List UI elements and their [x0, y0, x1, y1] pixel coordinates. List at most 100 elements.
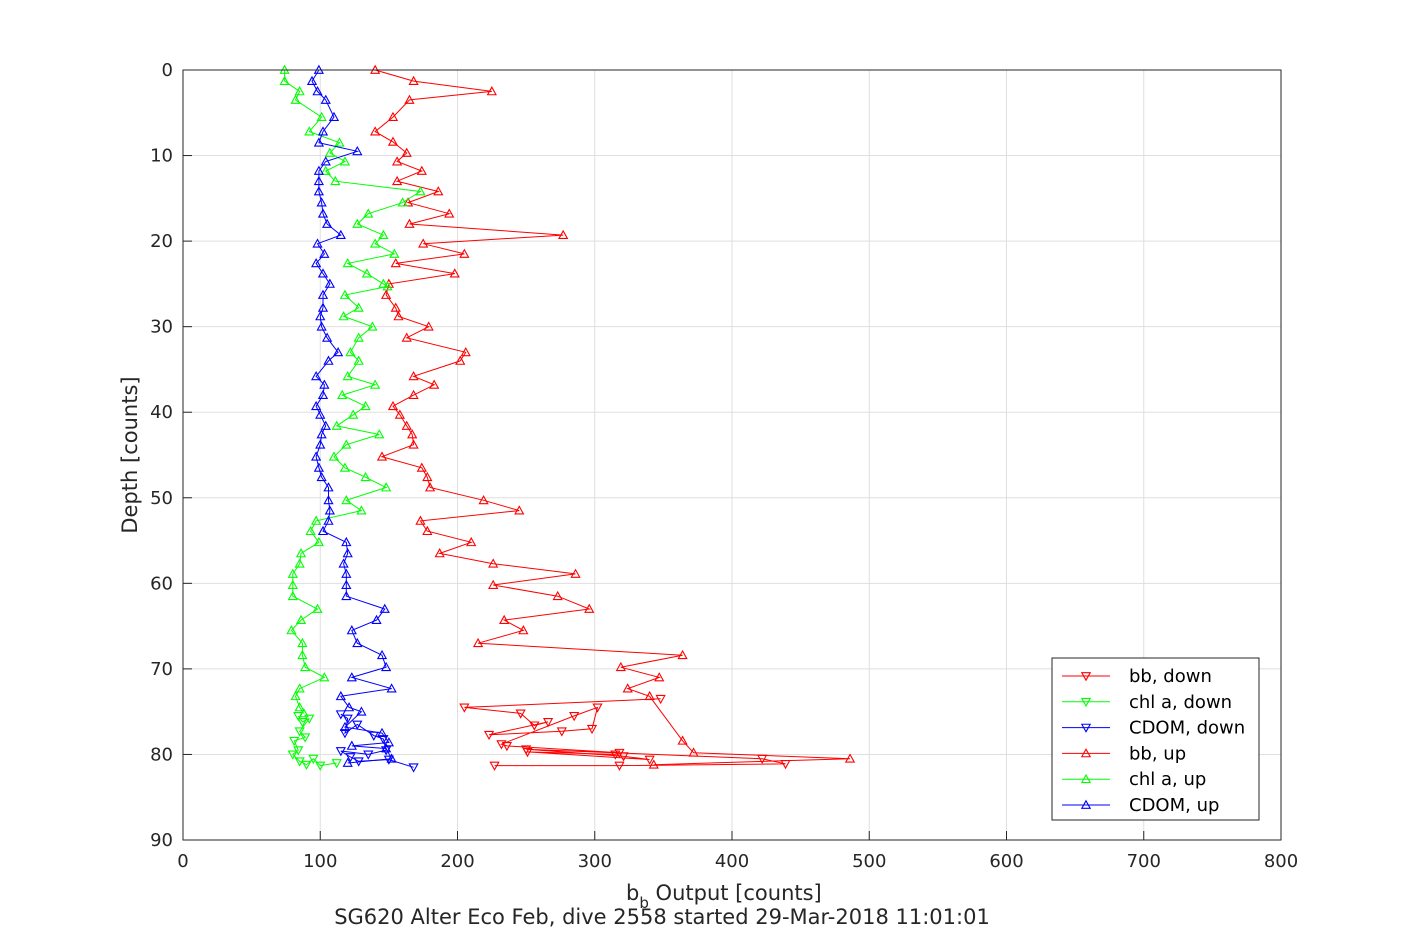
y-tick-label: 30	[150, 317, 173, 338]
data-point	[394, 409, 405, 419]
ticks: 0 100 200 300 400 500 600 700 800 0 10 20 30 40 50 60 70…	[150, 60, 1298, 872]
data-point	[339, 721, 351, 731]
data-point	[592, 703, 603, 713]
data-point	[488, 579, 499, 589]
x-tick-label: 400	[715, 851, 749, 872]
data-point	[460, 347, 471, 357]
data-point	[429, 379, 440, 389]
x-axis-label-rest: Output [counts]	[649, 881, 822, 905]
data-point	[378, 278, 389, 288]
data-point	[459, 703, 470, 713]
data-point	[310, 258, 322, 268]
data-point	[345, 347, 356, 357]
y-tick-label: 50	[150, 488, 173, 509]
x-tick-label: 700	[1127, 851, 1161, 872]
data-point	[654, 672, 665, 682]
data-point	[342, 757, 353, 767]
y-tick-label: 60	[150, 573, 173, 594]
data-point	[401, 332, 412, 342]
data-point	[352, 218, 363, 228]
data-point	[346, 740, 357, 750]
data-point	[294, 702, 305, 712]
series-chl-a-down	[287, 712, 342, 771]
data-point	[341, 536, 352, 547]
data-point	[323, 482, 334, 492]
data-point	[321, 218, 333, 228]
data-point	[488, 558, 499, 568]
data-point	[542, 718, 554, 728]
data-point	[328, 111, 340, 121]
data-point	[489, 761, 500, 771]
data-point	[378, 229, 389, 240]
data-point	[287, 579, 298, 589]
series-cdom-up	[306, 64, 397, 767]
y-tick-label: 40	[150, 402, 173, 423]
data-point	[367, 321, 378, 331]
data-point	[339, 156, 351, 166]
data-point	[341, 439, 352, 449]
data-point	[408, 439, 419, 449]
y-axis-label: Depth [counts]	[118, 376, 142, 533]
y-tick-label: 0	[162, 60, 173, 81]
data-point	[310, 451, 322, 461]
data-point	[387, 136, 399, 146]
data-point	[323, 515, 334, 525]
data-point	[390, 302, 401, 312]
data-point	[352, 637, 363, 648]
data-point	[688, 747, 699, 757]
data-point	[335, 690, 346, 701]
data-point	[313, 186, 325, 196]
data-point	[316, 321, 327, 331]
data-point	[353, 332, 364, 342]
data-point	[316, 197, 327, 207]
data-point	[298, 708, 309, 718]
data-point	[655, 694, 666, 705]
legend-marker	[1080, 773, 1092, 784]
data-point	[341, 495, 352, 505]
x-axis-label: bb Output [counts]	[626, 881, 822, 912]
legend-item-chl-a-down: chl a, down	[1062, 692, 1232, 713]
data-point	[286, 625, 297, 635]
data-point	[376, 649, 388, 660]
data-point	[371, 614, 382, 625]
data-point	[515, 709, 526, 719]
data-point	[397, 197, 408, 207]
data-point	[304, 714, 315, 724]
x-axis-label-subscript: b	[639, 894, 649, 912]
data-point	[287, 750, 298, 760]
series-line	[292, 715, 337, 767]
data-point	[391, 156, 403, 166]
data-point	[360, 400, 371, 411]
data-point	[610, 750, 621, 760]
data-point	[356, 505, 367, 515]
data-point	[415, 186, 426, 196]
data-point	[353, 302, 364, 312]
data-point	[374, 429, 385, 439]
data-point	[320, 156, 331, 166]
data-point	[341, 579, 352, 589]
data-point	[424, 482, 436, 492]
data-point	[294, 683, 305, 693]
x-tick-label: 200	[440, 851, 474, 872]
data-point	[319, 379, 330, 389]
data-point	[449, 268, 460, 278]
y-tick-label: 90	[150, 830, 173, 851]
data-point	[552, 590, 563, 601]
data-point	[376, 727, 388, 737]
data-point	[313, 462, 325, 472]
data-point	[330, 175, 341, 186]
data-point	[332, 347, 344, 357]
data-point	[342, 258, 353, 268]
legend-label: chl a, down	[1129, 692, 1232, 713]
data-point	[499, 614, 510, 625]
legend-marker	[1080, 799, 1092, 809]
data-point	[342, 548, 353, 558]
legend-item-cdom-down: CDOM, down	[1062, 718, 1245, 739]
data-point	[324, 278, 335, 288]
data-point	[304, 126, 315, 136]
data-point	[380, 743, 392, 753]
data-point	[323, 495, 334, 505]
data-point	[295, 614, 307, 625]
data-point	[321, 332, 333, 342]
